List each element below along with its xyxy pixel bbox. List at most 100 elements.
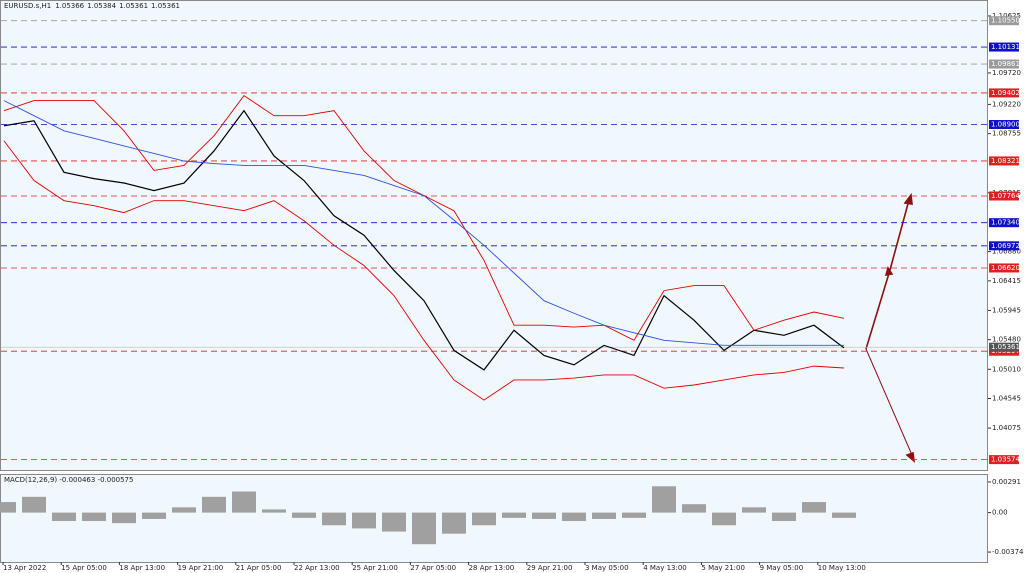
arrow-head [884, 266, 894, 276]
level-label: 1.07340 [991, 219, 1020, 227]
arrow [889, 199, 910, 271]
price-label: 1.09720 [992, 69, 1021, 77]
macd-tick-label: -0.003746 [992, 548, 1024, 556]
macd-bar [472, 512, 496, 526]
macd-bar [712, 512, 736, 526]
level-label: 1.06620 [991, 264, 1020, 272]
macd-tick-label: 0.00291 [992, 478, 1021, 486]
macd-bar [352, 512, 376, 529]
price-label: 1.06415 [992, 277, 1021, 285]
arrow-head [905, 451, 916, 463]
macd-bar [592, 512, 616, 519]
level-tag [989, 218, 1019, 228]
level-tag [989, 88, 1019, 98]
date-label: 10 May 13:00 [818, 564, 866, 572]
symbol: EURUSD.s,H1 [4, 2, 51, 10]
series-ma [3, 100, 844, 346]
level-tag [989, 191, 1019, 201]
level-label: 1.09861 [991, 60, 1020, 68]
level-tag [989, 42, 1019, 52]
current-tag [989, 342, 1019, 352]
macd-bar [442, 512, 466, 534]
macd-bar [322, 512, 346, 526]
date-label: 25 Apr 21:00 [352, 564, 398, 572]
macd-bar [232, 491, 256, 513]
date-label: 22 Apr 13:00 [294, 564, 340, 572]
date-label: 21 Apr 05:00 [236, 564, 282, 572]
open: 1.05366 [55, 2, 84, 10]
date-label: 29 Apr 21:00 [527, 564, 573, 572]
level-tag [989, 156, 1019, 166]
macd-bar [802, 502, 826, 513]
macd-bar [82, 512, 106, 522]
macd-bar [532, 512, 556, 519]
macd-bar [772, 512, 796, 522]
forecast-arrows [865, 192, 916, 463]
date-label: 15 Apr 05:00 [61, 564, 107, 572]
date-label: 19 Apr 21:00 [178, 564, 224, 572]
macd-bar [52, 512, 76, 522]
level-tag [989, 120, 1019, 130]
arrow-head [903, 192, 913, 205]
level-label: 1.03574 [991, 456, 1020, 464]
macd-bar [832, 512, 856, 518]
level-tag [989, 59, 1019, 69]
date-label: 5 May 21:00 [701, 564, 745, 572]
price-label: 1.05010 [992, 365, 1021, 373]
macd-bar [262, 509, 286, 513]
date-label: 9 May 05:00 [760, 564, 804, 572]
level-label: 1.10550 [991, 17, 1020, 25]
level-label: 1.07764 [991, 192, 1020, 200]
macd-bar [652, 486, 676, 513]
macd-bar [292, 512, 316, 518]
level-tag [989, 241, 1019, 251]
low: 1.05361 [119, 2, 148, 10]
date-label: 13 Apr 2022 [3, 564, 46, 572]
date-label: 4 May 13:00 [643, 564, 687, 572]
macd-bar [562, 512, 586, 522]
high: 1.05384 [87, 2, 116, 10]
header: EURUSD.s,H1 1.05366 1.05384 1.05361 1.05361 [4, 2, 180, 10]
level-tag [989, 455, 1019, 465]
arrow [865, 269, 891, 350]
series-close [3, 109, 845, 371]
price-label: 1.06880 [992, 248, 1021, 256]
price-label: 1.04545 [992, 395, 1021, 403]
macd-bar [202, 496, 226, 513]
macd-bar [172, 507, 196, 513]
macd-bar [742, 507, 766, 513]
macd-bar [412, 512, 436, 545]
price-label: 1.04075 [992, 424, 1021, 432]
level-label: 1.06972 [991, 242, 1020, 250]
macd-label: MACD(12,26,9) -0.000463 -0.000575 [4, 476, 133, 484]
macd-bar [682, 504, 706, 513]
macd-tick-label: 0.00 [992, 509, 1008, 517]
macd-bar [382, 512, 406, 532]
level-tag [989, 263, 1019, 273]
price-panel [0, 0, 988, 471]
level-tag [989, 16, 1019, 26]
macd-bar [142, 512, 166, 519]
macd-bar [0, 502, 16, 513]
close: 1.05361 [151, 2, 180, 10]
level-label: 1.09402 [991, 89, 1020, 97]
date-label: 18 Apr 13:00 [119, 564, 165, 572]
date-label: 3 May 05:00 [585, 564, 629, 572]
level-label: 1.10131 [991, 43, 1020, 51]
current-label: 1.05361 [991, 343, 1020, 351]
macd-bar [502, 512, 526, 518]
price-label: 1.10625 [992, 12, 1021, 20]
macd-bar [22, 496, 46, 513]
macd-bar [112, 512, 136, 524]
price-label: 1.08755 [992, 130, 1021, 138]
date-label: 27 Apr 05:00 [410, 564, 456, 572]
arrow [865, 348, 913, 456]
price-label: 1.09220 [992, 100, 1021, 108]
date-label: 28 Apr 13:00 [469, 564, 515, 572]
price-label: 1.05480 [992, 336, 1021, 344]
series-bb-lower [3, 140, 845, 401]
macd-bar [622, 512, 646, 518]
level-label: 1.08321 [991, 157, 1020, 165]
level-label: 1.08900 [991, 121, 1020, 129]
